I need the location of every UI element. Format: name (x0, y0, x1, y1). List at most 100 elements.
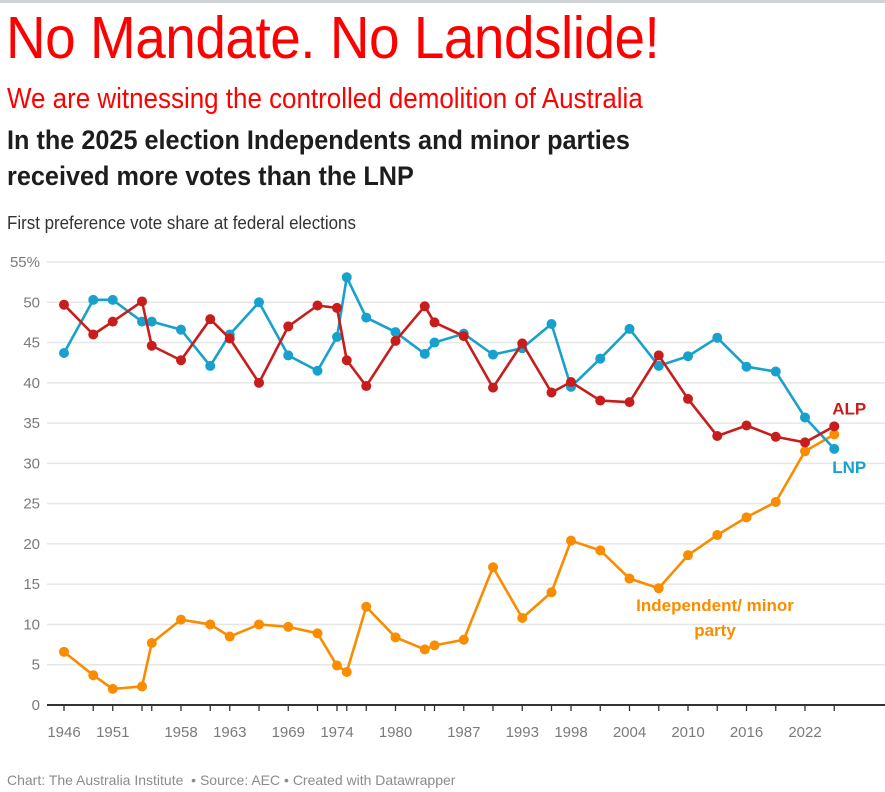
data-point (205, 360, 216, 371)
series-alp (59, 296, 840, 448)
series-label-lnp: LNP (832, 458, 866, 477)
data-point (429, 337, 440, 348)
data-point (546, 587, 557, 598)
data-point (429, 317, 440, 328)
data-point (595, 353, 606, 364)
data-point (254, 297, 264, 308)
y-tick-label: 45 (23, 335, 40, 352)
data-point (254, 377, 264, 388)
data-point (146, 316, 157, 327)
data-point (88, 670, 99, 681)
data-point (458, 331, 469, 342)
x-tick-label: 1974 (320, 724, 353, 741)
series-labels: ALP LNP Independent/ minor party (636, 399, 866, 640)
data-point (429, 640, 440, 651)
data-point (546, 319, 557, 330)
data-point (224, 631, 235, 642)
subheadline: We are witnessing the controlled demolit… (7, 83, 643, 115)
data-point (361, 601, 372, 612)
x-tick-label: 2016 (730, 724, 763, 741)
y-tick-label: 35 (23, 415, 40, 432)
x-tick-label: 2010 (671, 724, 704, 741)
data-point (341, 355, 352, 366)
data-point (176, 355, 186, 366)
data-point (624, 323, 635, 334)
data-point (390, 632, 401, 643)
data-point (59, 348, 69, 359)
series-label-independent-line-1: Independent/ minor (636, 596, 794, 615)
y-tick-label: 20 (23, 536, 40, 553)
data-point (107, 294, 118, 305)
data-point (712, 430, 723, 441)
datawrapper-credit: Created with Datawrapper (292, 772, 456, 788)
y-axis-ticks: 0 5 10 15 20 25 30 35 40 45 50 55% (10, 254, 40, 714)
data-point (176, 614, 186, 625)
data-point (137, 681, 147, 692)
x-tick-label: 1963 (213, 724, 246, 741)
y-tick-label: 50 (23, 294, 40, 311)
data-point (419, 348, 430, 359)
x-tick-label: 1998 (554, 724, 587, 741)
x-tick-label: 1951 (96, 724, 129, 741)
data-point (419, 644, 430, 655)
series-line (63, 433, 835, 691)
data-point (683, 351, 693, 362)
data-point (800, 446, 810, 457)
data-point (341, 666, 352, 677)
data-point (312, 300, 323, 311)
data-point (712, 530, 723, 541)
chart-credit: Chart: The Australia Institute (7, 772, 184, 788)
data-point (107, 683, 118, 694)
data-point (595, 395, 606, 406)
y-tick-label: 10 (23, 616, 40, 633)
data-point (107, 316, 118, 327)
data-point (88, 294, 99, 305)
source-credit: Source: AEC (199, 772, 281, 788)
chart-title-line-2: received more votes than the LNP (7, 161, 414, 191)
x-tick-label: 1993 (506, 724, 539, 741)
data-point (312, 628, 323, 639)
data-point (712, 332, 723, 343)
series-label-independent-line-2: party (694, 621, 736, 640)
data-point (137, 296, 147, 307)
series-line (63, 300, 835, 444)
data-point (800, 412, 810, 423)
data-point (653, 583, 664, 594)
data-point (332, 331, 342, 342)
x-axis: 1946 1951 1958 1963 1969 1974 1980 1987 1993 1998… (47, 704, 885, 741)
data-point (419, 301, 430, 312)
data-point (332, 302, 342, 313)
line-chart: 0 5 10 15 20 25 30 35 40 45 50 55% 1946 1951 1958 1963… (10, 254, 885, 741)
data-point (624, 397, 635, 408)
y-tick-label: 55% (10, 254, 40, 271)
data-point (595, 545, 606, 556)
data-point (488, 349, 498, 360)
data-point (390, 327, 401, 338)
data-point (88, 329, 99, 340)
chart-footer: Chart: The Australia Institute • Source:… (7, 771, 455, 789)
data-point (829, 421, 840, 432)
data-point (361, 312, 372, 323)
y-tick-label: 0 (32, 697, 40, 714)
data-point (361, 381, 372, 392)
data-point (176, 324, 186, 335)
y-tick-label: 25 (23, 496, 40, 513)
data-point (741, 512, 752, 523)
data-point (770, 431, 781, 442)
data-point (683, 393, 693, 404)
data-point (137, 316, 147, 327)
data-point (458, 634, 469, 645)
x-tick-label: 1980 (379, 724, 412, 741)
data-point (829, 443, 840, 454)
x-tick-label: 2004 (613, 724, 646, 741)
data-point (488, 562, 498, 573)
y-tick-label: 40 (23, 375, 40, 392)
data-point (624, 573, 635, 584)
footer-separator: • (191, 772, 197, 788)
data-point (332, 660, 342, 671)
data-point (283, 321, 294, 332)
data-point (224, 333, 235, 344)
data-point (517, 613, 528, 624)
data-point (59, 646, 69, 657)
data-point (770, 366, 781, 377)
